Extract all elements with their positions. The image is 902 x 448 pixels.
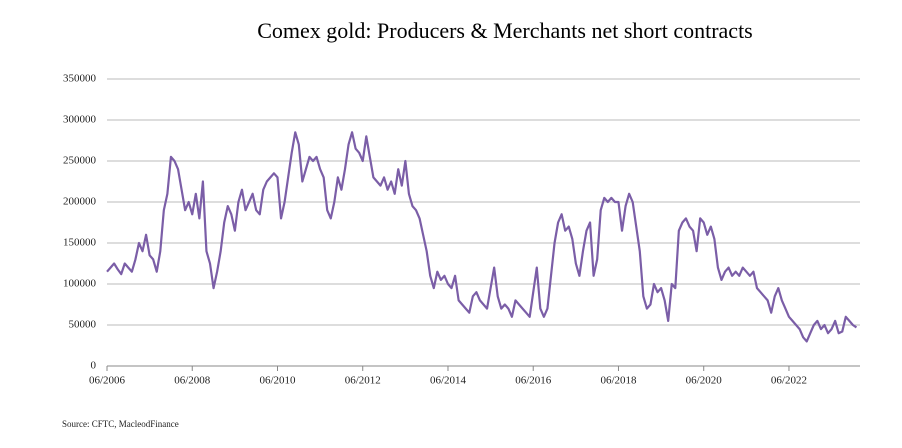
chart-title: Comex gold: Producers & Merchants net sh…	[257, 18, 753, 43]
x-tick-label: 06/2022	[771, 375, 807, 387]
y-tick-label: 0	[91, 360, 97, 372]
x-tick-label: 06/2008	[174, 375, 211, 387]
y-tick-label: 250000	[63, 155, 97, 167]
y-tick-label: 50000	[69, 319, 97, 331]
y-tick-label: 300000	[63, 114, 97, 126]
y-tick-label: 150000	[63, 237, 97, 249]
x-tick-label: 06/2010	[259, 375, 296, 387]
y-tick-label: 200000	[63, 196, 97, 208]
x-tick-label: 06/2016	[515, 375, 552, 387]
data-line	[106, 131, 858, 343]
y-tick-label: 100000	[63, 278, 97, 290]
x-tick-label: 06/2014	[430, 375, 467, 387]
x-tick-label: 06/2018	[600, 375, 637, 387]
y-tick-label: 350000	[63, 73, 97, 85]
x-tick-label: 06/2006	[89, 375, 126, 387]
x-tick-label: 06/2012	[345, 375, 381, 387]
x-tick-label: 06/2020	[686, 375, 723, 387]
source-note: Source: CFTC, MacleodFinance	[62, 419, 179, 429]
